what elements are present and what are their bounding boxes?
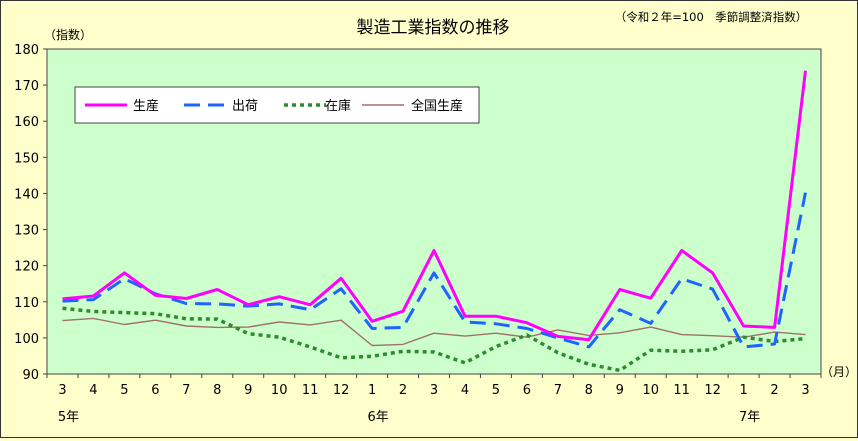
x-tick-label: 11 [673, 383, 690, 398]
x-tick-label: 3 [801, 383, 809, 398]
chart-title: 製造工業指数の推移 [357, 18, 510, 38]
x-tick-label: 5 [492, 383, 500, 398]
x-axis-unit: （月） [821, 365, 857, 379]
x-tick-label: 9 [616, 383, 624, 398]
y-tick-label: 140 [14, 187, 39, 202]
x-tick-label: 7 [182, 383, 190, 398]
chart-note: （令和２年=100 季節調整済指数） [615, 10, 808, 24]
x-tick-label: 6 [151, 383, 159, 398]
y-axis: 90 100 110 120 130 140 150 160 170 180 [14, 43, 47, 383]
x-tick-label: 1 [739, 383, 747, 398]
x-tick-label: 3 [430, 383, 438, 398]
x-tick-label: 9 [244, 383, 252, 398]
legend-label: 生産 [133, 98, 159, 114]
x-tick-label: 4 [89, 383, 97, 398]
x-tick-label: 8 [585, 383, 593, 398]
x-tick-label: 5 [120, 383, 128, 398]
x-tick-label: 12 [333, 383, 350, 398]
x-tick-label: 8 [213, 383, 221, 398]
x-tick-label: 10 [271, 383, 288, 398]
x-tick-label: 4 [461, 383, 469, 398]
y-tick-label: 150 [14, 151, 39, 166]
x-tick-label: 2 [399, 383, 407, 398]
y-tick-label: 170 [14, 79, 39, 94]
x-tick-label: 6 [523, 383, 531, 398]
x-tick-label: 10 [642, 383, 659, 398]
x-tick-label: 1 [368, 383, 376, 398]
x-tick-label: 2 [770, 383, 778, 398]
legend: 生産 出荷 在庫 全国生産 [75, 87, 479, 123]
y-tick-label: 180 [14, 43, 39, 58]
year-label: 7年 [739, 410, 760, 425]
y-tick-label: 100 [14, 332, 39, 347]
legend-label: 在庫 [325, 99, 351, 114]
legend-label: 出荷 [232, 99, 258, 114]
y-tick-label: 120 [14, 260, 39, 275]
legend-label: 全国生産 [411, 98, 463, 114]
x-tick-label: 12 [704, 383, 721, 398]
x-tick-label: 3 [58, 383, 66, 398]
y-tick-label: 160 [14, 115, 39, 130]
y-tick-label: 90 [22, 368, 39, 383]
x-tick-label: 11 [302, 383, 319, 398]
y-tick-label: 130 [14, 224, 39, 239]
y-axis-label: （指数） [44, 27, 92, 42]
year-label: 5年 [58, 410, 79, 425]
y-tick-label: 110 [14, 296, 39, 311]
x-tick-label: 7 [554, 383, 562, 398]
year-label: 6年 [367, 410, 388, 425]
